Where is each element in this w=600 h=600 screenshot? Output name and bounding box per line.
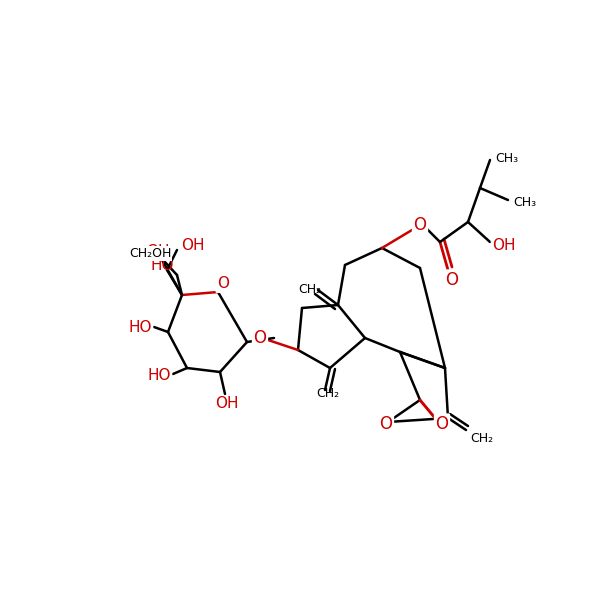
Text: CH₂: CH₂ (470, 431, 493, 445)
Text: HO: HO (151, 257, 174, 272)
Text: O: O (445, 271, 458, 289)
Text: CH₃: CH₃ (513, 196, 536, 208)
Text: OH: OH (181, 238, 205, 253)
Text: CH₂OH: CH₂OH (129, 247, 171, 260)
Text: CH₃: CH₃ (495, 151, 518, 164)
Text: OH: OH (146, 244, 170, 259)
Text: HO: HO (147, 368, 171, 383)
Text: O: O (217, 277, 229, 292)
Text: O: O (436, 415, 449, 433)
Text: HO: HO (128, 319, 152, 335)
Text: O: O (413, 216, 427, 234)
Text: O: O (254, 329, 266, 347)
Text: CH₂: CH₂ (298, 283, 322, 296)
Text: CH₂: CH₂ (316, 387, 340, 400)
Text: OH: OH (215, 397, 239, 412)
Text: OH: OH (492, 238, 516, 253)
Text: O: O (380, 415, 392, 433)
